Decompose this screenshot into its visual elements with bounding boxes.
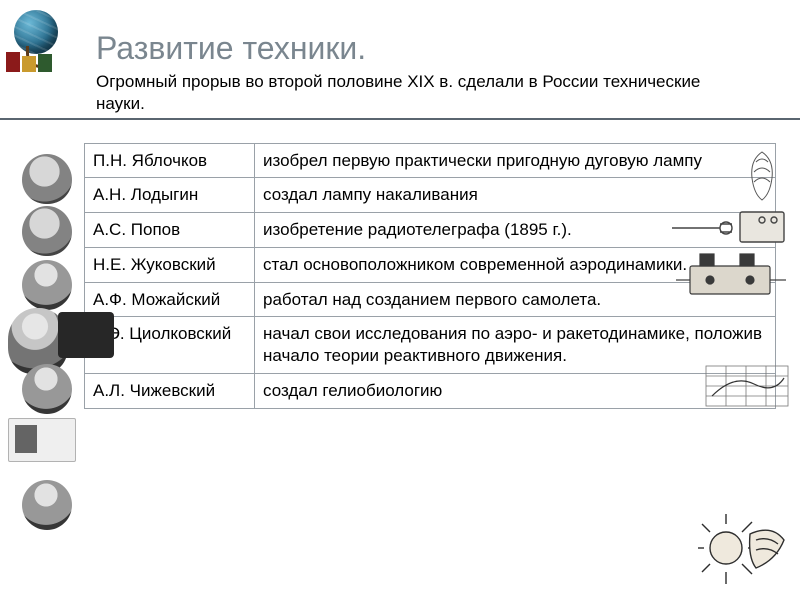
- radio-telegraph-sketch-icon: [670, 246, 790, 302]
- cell-achievement: изобрел первую практически пригодную дуг…: [255, 143, 776, 178]
- cell-name: А.Н. Лодыгин: [85, 178, 255, 213]
- airplane-schematic-icon: [704, 364, 790, 408]
- cell-name: Н.Е. Жуковский: [85, 247, 255, 282]
- heliobiology-sun-sketch-icon: [698, 514, 786, 586]
- popov-portrait-icon: [22, 260, 72, 310]
- lodygin-portrait-icon: [22, 206, 72, 256]
- cell-name: П.Н. Яблочков: [85, 143, 255, 178]
- page-subtitle: Огромный прорыв во второй половине XIX в…: [96, 71, 736, 115]
- tsiolkovsky-document-icon: [8, 418, 76, 462]
- corner-decoration: [4, 4, 74, 74]
- cell-name: А.С. Попов: [85, 213, 255, 248]
- chizhevsky-portrait-icon: [22, 480, 72, 530]
- books-icon: [6, 52, 58, 72]
- table-row: К.Э. Циолковский начал свои исследования…: [85, 317, 776, 374]
- horizontal-rule: [0, 118, 800, 120]
- table-row: П.Н. Яблочков изобрел первую практически…: [85, 143, 776, 178]
- incandescent-lamp-sketch-icon: [670, 206, 790, 248]
- mozhaisky-portrait-icon: [22, 364, 72, 414]
- table-row: А.Л. Чижевский создал гелиобиологию: [85, 373, 776, 408]
- cell-name: А.Л. Чижевский: [85, 373, 255, 408]
- arc-lamp-sketch-icon: [734, 148, 790, 204]
- cell-achievement: создал гелиобиологию: [255, 373, 776, 408]
- page-title: Развитие техники.: [96, 18, 770, 67]
- zhukovsky-photo-icon: [58, 312, 114, 358]
- yablochkov-portrait-icon: [22, 154, 72, 204]
- cell-achievement: начал свои исследования по аэро- и ракет…: [255, 317, 776, 374]
- portrait-strip: [6, 150, 82, 530]
